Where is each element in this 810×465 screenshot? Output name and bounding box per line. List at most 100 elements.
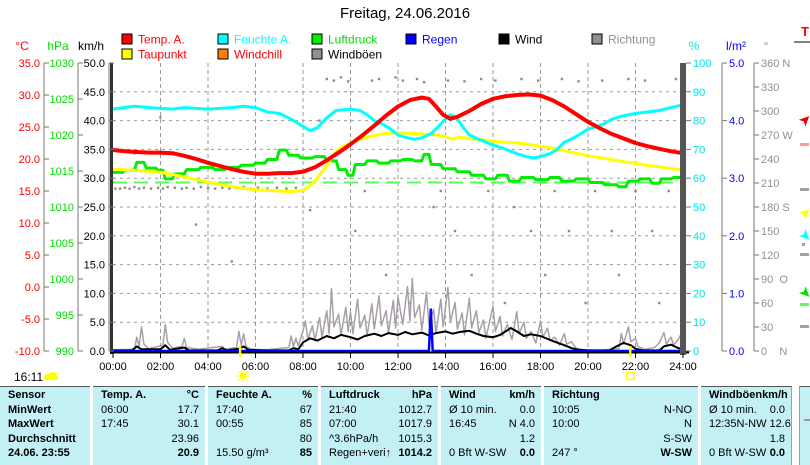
table-row: 07:00 1017.9 bbox=[329, 418, 432, 431]
axis-tick-label: 1005 bbox=[50, 238, 74, 250]
table-row: 10:00 N bbox=[552, 418, 692, 431]
axis-tick-label: 10 bbox=[693, 317, 705, 329]
legend-label-richtung: Richtung bbox=[608, 33, 655, 47]
axis-tick-label: 35.0 bbox=[84, 144, 105, 156]
column-header: Wind km/h bbox=[449, 389, 535, 401]
axis-tick-label: 240 bbox=[761, 154, 779, 166]
table-row: S-SW bbox=[663, 432, 692, 445]
column-header: Temp. A. °C bbox=[101, 389, 199, 401]
row-label: Durchschnitt bbox=[8, 432, 76, 445]
legend-swatch-taupunkt bbox=[121, 48, 133, 60]
arrow-up-marker: ➤ bbox=[795, 203, 810, 222]
axis-tick-label: 50 bbox=[693, 202, 705, 214]
axis-tick-label: 1030 bbox=[50, 58, 74, 70]
axis-tick-label: 2.0 bbox=[729, 231, 744, 243]
legend-label-temp-a-: Temp. A. bbox=[138, 33, 185, 47]
axis-tick-label: 20.0 bbox=[84, 231, 105, 243]
axis-tick-label: 70 bbox=[693, 144, 705, 156]
axis-tick-label: 990 bbox=[56, 346, 74, 358]
legend-swatch-temp-a- bbox=[121, 33, 133, 45]
plot-border bbox=[110, 63, 689, 354]
column-header: Windböen km/h bbox=[709, 389, 788, 401]
series-temp-a- bbox=[111, 92, 685, 176]
axis-tick-label: 30.0 bbox=[19, 90, 40, 102]
axis-tick-label: 30 bbox=[693, 260, 705, 272]
x-tick-label: 14:00 bbox=[432, 361, 460, 373]
axis-tick-label: -5.0 bbox=[21, 314, 40, 326]
dash-marker bbox=[800, 143, 809, 146]
right-edge-cut-panel: T ➤ ➤ ➤ ➤ bbox=[792, 0, 810, 385]
legend-label-luftdruck: Luftdruck bbox=[328, 33, 378, 47]
axis-unit: ° bbox=[764, 39, 769, 53]
legend-label-windchill: Windchill bbox=[234, 48, 282, 62]
axis-tick-label: 60 bbox=[693, 173, 705, 185]
axis-tick-label: 100 bbox=[693, 58, 711, 70]
row-label: MaxWert bbox=[8, 418, 54, 431]
dash-marker bbox=[800, 253, 809, 256]
axis-tick-label: 0 bbox=[693, 346, 699, 358]
dash-marker bbox=[800, 303, 809, 306]
axis-tick-label: 5.0 bbox=[729, 58, 744, 70]
table-row: 12:35 N-NW 12.6 bbox=[709, 418, 791, 431]
axis-tick-label: 30.0 bbox=[84, 173, 105, 185]
column-header: Feuchte A.% bbox=[216, 389, 312, 401]
table-row: 17:40 67 bbox=[216, 403, 312, 416]
table-row: Ø 10 min. 0.0 bbox=[709, 403, 785, 416]
sunset-icon bbox=[626, 371, 635, 381]
axis-tick-label: 60 bbox=[761, 298, 773, 310]
table-row: 20.9 bbox=[177, 447, 199, 460]
x-tick-label: 08:00 bbox=[289, 361, 317, 373]
row-label: 24.06. 23:55 bbox=[8, 447, 70, 460]
axis-unit: °C bbox=[15, 39, 29, 53]
axis-tick-label: 10.0 bbox=[84, 288, 105, 300]
axis-tick-label: 0.0 bbox=[25, 282, 40, 294]
axis-tick-label: 45.0 bbox=[84, 87, 105, 99]
axis-tick-label: 40 bbox=[693, 231, 705, 243]
arrow-up-marker: ➤ bbox=[795, 110, 810, 129]
axis-tick-label: 40.0 bbox=[84, 116, 105, 128]
axis-unit: % bbox=[689, 39, 700, 53]
axis-tick-label: 1.0 bbox=[729, 288, 744, 300]
x-tick-label: 02:00 bbox=[147, 361, 175, 373]
axis-tick-label: -10.0 bbox=[15, 346, 40, 358]
axis-tick-label: 1015 bbox=[50, 166, 74, 178]
axis-tick-label: 10.0 bbox=[19, 218, 40, 230]
series-windb-en bbox=[112, 277, 684, 352]
legend-swatch-richtung bbox=[591, 33, 603, 45]
legend-label-regen: Regen bbox=[422, 33, 457, 47]
table-col-temp-a-: Temp. A. °C 06:00 17.7 17:45 30.1 23.96 20.9 bbox=[93, 386, 205, 465]
axis-tick-label: 4.0 bbox=[729, 116, 744, 128]
table-row: Regen+veri↑ 1014.2 bbox=[329, 447, 432, 460]
legend: Temp. A. Feuchte A. Luftdruck Regen Wind Rich… bbox=[121, 33, 655, 62]
x-tick-label: 12:00 bbox=[384, 361, 412, 373]
table-row: 00:55 85 bbox=[216, 418, 312, 431]
table-row: 0 Bft W-SW 0.0 bbox=[709, 447, 785, 460]
axis-tick-label: 90 O bbox=[761, 274, 788, 286]
axis-tick-label: 150 bbox=[761, 226, 779, 238]
page-title: Freitag, 24.06.2016 bbox=[339, 5, 471, 22]
axis-tick-label: 0.0 bbox=[729, 346, 744, 358]
table-row: 10:05 N-NO bbox=[552, 403, 692, 416]
axis-tick-label: 50.0 bbox=[84, 58, 105, 70]
sunrise-icon bbox=[236, 369, 250, 383]
table-col-sensor: Sensor MinWert MaxWert Durchschnitt 24.06. 2… bbox=[0, 386, 90, 465]
table-row: 15.50 g/m³ 85 bbox=[216, 447, 312, 460]
axis-tick-label: 3.0 bbox=[729, 173, 744, 185]
axis-tick-label: 1020 bbox=[50, 130, 74, 142]
cutoff-dash bbox=[804, 419, 810, 421]
legend-label-taupunkt: Taupunkt bbox=[138, 48, 187, 62]
table-row: 80 bbox=[299, 432, 312, 445]
axis-tick-label: 80 bbox=[693, 116, 705, 128]
axis-tick-label: 20.0 bbox=[19, 154, 40, 166]
table-col-wind: Wind km/h Ø 10 min. 0.0 16:45 N 4.0 1.2 0 Bft W… bbox=[441, 386, 541, 465]
column-header: Richtung bbox=[552, 389, 600, 401]
axis-tick-label: 30 bbox=[761, 322, 773, 334]
table-row: 247 ° W-SW bbox=[552, 447, 692, 460]
dash-marker bbox=[800, 188, 809, 191]
table-row: 23.96 bbox=[171, 432, 199, 445]
table-row: 16:45 N 4.0 bbox=[449, 418, 535, 431]
axis-tick-label: 25.0 bbox=[19, 122, 40, 134]
column-header: Luftdruck hPa bbox=[329, 389, 432, 401]
axis-tick-label: 5.0 bbox=[90, 317, 105, 329]
